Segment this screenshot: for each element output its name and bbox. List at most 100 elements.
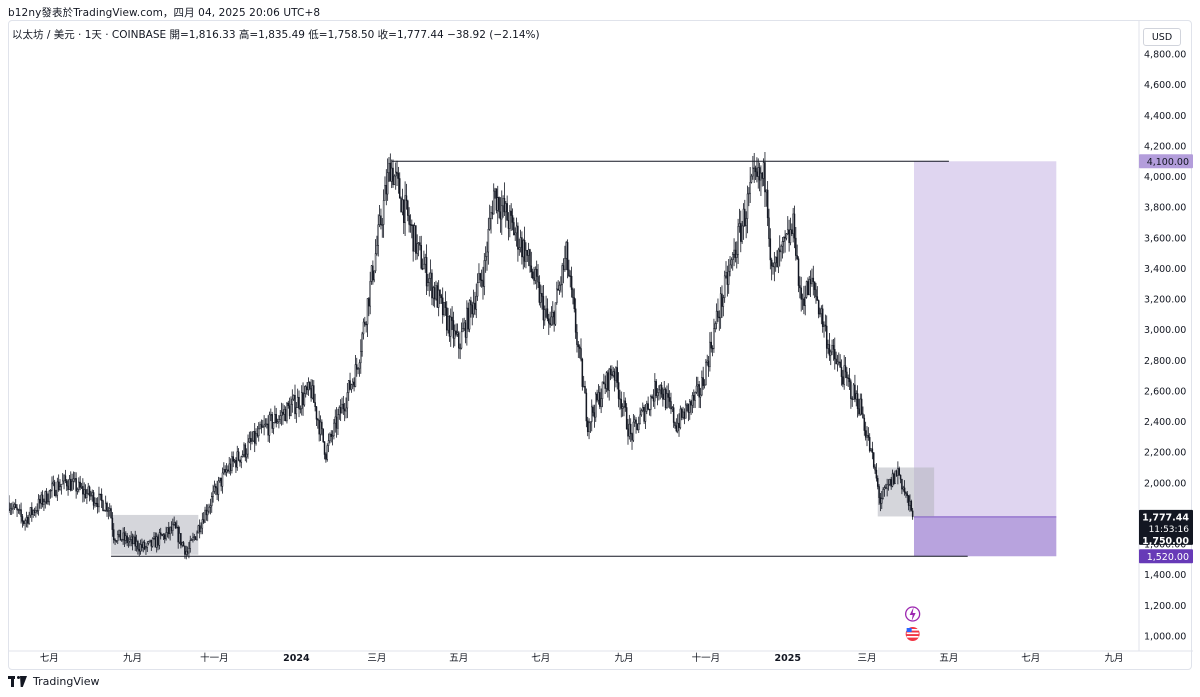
candle-body — [153, 536, 155, 539]
y-tick-label: 1,200.00 — [1144, 601, 1186, 612]
candle-body — [713, 328, 715, 349]
candle-body — [518, 247, 520, 250]
candle-body — [227, 469, 229, 472]
candle-body — [686, 403, 688, 406]
candle-body — [603, 381, 605, 385]
candle-body — [221, 472, 224, 487]
candle-body — [660, 384, 663, 395]
candle-body — [765, 189, 768, 193]
footer-brand[interactable]: TradingView — [8, 675, 99, 688]
candle-body — [147, 541, 150, 544]
candle-body — [440, 295, 443, 299]
candle-body — [868, 437, 871, 451]
last-price-label: 1,777.44 — [1142, 512, 1189, 523]
candle-body — [278, 419, 280, 422]
candle-body — [600, 398, 602, 407]
brand-text: TradingView — [33, 675, 100, 688]
chart-pane[interactable]: 1,000.001,200.001,400.001,600.001,800.00… — [8, 20, 1193, 671]
candle-body — [441, 297, 444, 316]
candle-body — [819, 313, 821, 315]
candle-body — [72, 478, 75, 482]
flag-stripe — [906, 632, 919, 635]
candle-body — [871, 448, 874, 453]
candle-body — [526, 250, 529, 256]
candle-body — [248, 438, 251, 443]
x-tick-label: 五月 — [939, 653, 958, 664]
candlestick-chart[interactable]: 1,000.001,200.001,400.001,600.001,800.00… — [9, 21, 1193, 671]
candle-body — [378, 215, 381, 226]
candle-body — [812, 277, 815, 283]
candle-body — [640, 410, 643, 416]
currency-button[interactable]: USD — [1143, 28, 1181, 46]
candle-body — [792, 213, 794, 234]
candle-body — [76, 489, 79, 492]
candle-body — [99, 493, 102, 496]
candle-body — [149, 539, 151, 542]
candle-body — [102, 500, 104, 511]
candle-body — [435, 285, 437, 300]
candle-body — [758, 167, 761, 181]
candle-body — [65, 480, 68, 487]
candle-body — [432, 287, 435, 299]
candle-body — [505, 203, 507, 213]
candle-body — [100, 493, 103, 502]
candle-body — [14, 504, 17, 509]
candle-body — [629, 423, 632, 435]
candle-body — [235, 460, 237, 468]
candle-body — [770, 259, 773, 267]
candle-body — [852, 384, 855, 400]
candle-body — [542, 296, 545, 321]
candle-body — [590, 406, 593, 422]
candle-body — [275, 414, 277, 424]
candle-body — [326, 445, 328, 460]
candle-body — [130, 536, 132, 540]
candle-body — [514, 232, 516, 236]
candle-body — [889, 479, 891, 485]
position-target-zone[interactable] — [913, 161, 1057, 517]
candle-body — [506, 203, 508, 221]
candle-body — [478, 273, 480, 283]
candle-body — [687, 403, 690, 413]
candle-body — [699, 394, 702, 398]
position-stop-zone[interactable] — [913, 516, 1057, 557]
bar-countdown-label: 11:53:16 — [1149, 525, 1190, 535]
candle-body — [578, 346, 581, 349]
candle-body — [636, 423, 639, 431]
candle-body — [650, 396, 652, 410]
x-tick-label: 十一月 — [200, 652, 229, 664]
candle-body — [906, 493, 909, 496]
candle-body — [557, 288, 559, 291]
candle-body — [628, 423, 631, 437]
candle-body — [229, 463, 232, 471]
candle-body — [523, 240, 526, 262]
candle-body — [114, 539, 116, 542]
candle-body — [60, 483, 63, 488]
candle-body — [836, 361, 839, 365]
candle-body — [727, 270, 730, 285]
candle-body — [858, 408, 860, 415]
candle-body — [80, 486, 83, 488]
candle-body — [872, 452, 875, 468]
candle-body — [876, 477, 879, 487]
candle-body — [166, 527, 169, 533]
candle-body — [78, 481, 80, 490]
candle-body — [327, 440, 330, 446]
candle-body — [890, 479, 892, 487]
candle-body — [180, 533, 182, 546]
candle-body — [809, 279, 812, 285]
candle-body — [748, 192, 750, 195]
candle-body — [339, 407, 342, 414]
candle-body — [711, 347, 714, 350]
candle-body — [734, 249, 737, 258]
candle-body — [37, 498, 40, 511]
candle-body — [71, 481, 73, 491]
candle-body — [487, 228, 490, 253]
candle-body — [666, 393, 668, 408]
candle-body — [185, 550, 187, 555]
candle-body — [907, 495, 910, 506]
candle-body — [237, 451, 240, 461]
y-tick-label: 2,200.00 — [1144, 448, 1186, 459]
candle-body — [212, 491, 214, 497]
candle-body — [173, 522, 175, 525]
candle-body — [679, 408, 682, 428]
